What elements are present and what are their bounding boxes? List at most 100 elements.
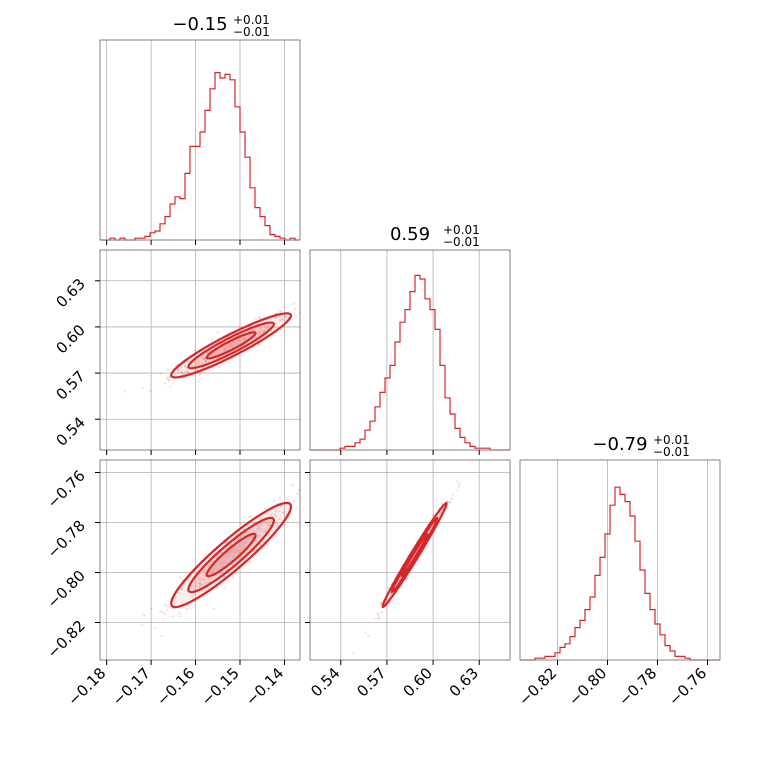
sample-point [244,551,247,554]
x-tick-label-param3-0: −0.82 [515,664,560,709]
title-lower-error: −0.01 [443,235,480,249]
sample-point [159,610,162,613]
sample-point [282,510,286,513]
sample-point [257,316,260,319]
panel-contents [141,484,305,637]
sample-point [249,515,252,518]
sample-point [197,362,201,365]
sample-point [374,617,377,620]
sample-point [200,356,203,359]
sample-point [259,333,262,336]
sample-point [399,577,402,581]
sample-point [268,524,271,527]
sample-point [181,587,184,590]
panel-title-3: −0.79 [592,434,647,455]
sample-point [448,501,451,504]
sample-point [364,631,367,634]
sample-point [450,497,454,500]
sample-point [259,522,262,525]
sample-point [204,582,207,585]
sample-point [264,507,267,510]
panel-frame [99,39,301,241]
sample-point [264,326,267,329]
sample-point [258,543,262,547]
sample-point [274,521,277,524]
sample-point [283,514,286,518]
sample-point [265,543,269,546]
sample-point [259,329,262,332]
sample-point [187,578,190,581]
panel-frame [309,249,511,451]
sample-point [279,505,282,508]
sample-point [199,582,202,585]
sample-point [398,578,401,582]
x-tick-label-param2-0: 0.54 [307,664,343,700]
sample-point [187,360,190,363]
sample-point [203,553,206,556]
sample-point [226,566,229,570]
x-tick-label-param1-0: −0.18 [64,664,109,709]
sample-point [294,315,298,318]
panel-frame [309,459,511,661]
hist-panel-3: −0.79 +0.01−0.01 [519,433,721,665]
sample-point [163,382,166,385]
sample-point [284,315,288,318]
sample-point [259,543,262,546]
sample-point [267,323,270,326]
sample-point [199,577,202,580]
sample-point [291,484,295,487]
sample-point [186,371,190,374]
sample-point [219,572,222,575]
sample-point [258,333,261,336]
sample-point [166,368,170,371]
sample-point [295,507,298,510]
sample-point [223,575,226,578]
sample-point [172,599,175,602]
sample-point [191,364,194,368]
sample-point [210,338,213,342]
sample-point [141,623,144,626]
sample-point [180,588,183,591]
sample-point [204,568,207,572]
sample-point [266,325,269,328]
sample-point [196,585,199,588]
sample-point [167,375,170,378]
x-tick-label-param1-2: −0.16 [153,664,198,709]
sample-point [278,496,282,500]
sample-point [271,530,274,533]
sample-point [176,369,180,372]
sample-point [171,382,175,385]
sample-point [195,368,199,372]
sample-point [258,316,262,319]
sample-point [292,302,295,305]
sample-point [201,357,204,360]
sample-point [272,499,276,502]
sample-point [284,315,287,318]
sample-point [261,330,264,334]
panel-frame [99,459,301,661]
sample-point [260,327,264,331]
sample-point [263,530,266,533]
x-tick-label-param1-3: −0.15 [198,664,243,709]
sample-point [258,331,262,334]
histogram-step-line [520,486,720,661]
sample-point [187,371,190,374]
sample-point [254,318,257,321]
sample-point [207,564,210,567]
title-upper-error: +0.01 [233,13,270,27]
sample-point [282,511,285,514]
sample-point [198,582,201,585]
sample-point [204,360,208,363]
sample-point [176,368,180,371]
sample-point [352,652,355,655]
sample-point [257,525,260,528]
sample-point [252,329,255,332]
sample-point [198,373,201,377]
sample-point [254,336,258,339]
sample-point [303,494,305,496]
sample-point [257,332,260,336]
panel-frame [99,249,301,451]
sample-point [195,580,198,583]
sample-point [380,611,384,614]
sample-point [186,604,190,607]
